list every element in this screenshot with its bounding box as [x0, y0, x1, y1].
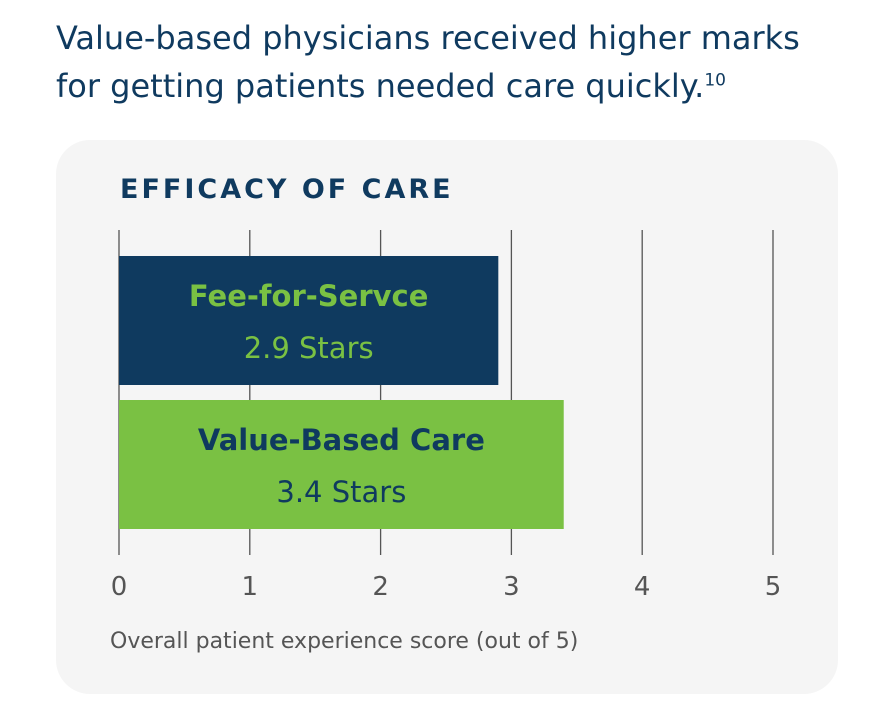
bar-label-0: Fee-for-Servce	[189, 279, 429, 313]
bar-label-1: Value-Based Care	[198, 423, 485, 457]
x-tick-label-2: 2	[372, 572, 389, 602]
x-tick-label-0: 0	[111, 572, 128, 602]
headline-line-1: Value-based physicians received higher m…	[56, 19, 800, 57]
headline-line-2: for getting patients needed care quickly…	[56, 67, 705, 105]
x-tick-label-4: 4	[634, 572, 651, 602]
x-tick-label-3: 3	[503, 572, 520, 602]
x-axis-label: Overall patient experience score (out of…	[110, 629, 578, 654]
footnote-marker: 10	[704, 70, 726, 91]
x-tick-label-5: 5	[765, 572, 782, 602]
bar-0	[119, 256, 499, 385]
bar-value-label-0: 2.9 Stars	[244, 331, 374, 365]
chart-title: EFFICACY OF CARE	[120, 174, 454, 205]
bar-value-label-1: 3.4 Stars	[276, 475, 406, 509]
headline: Value-based physicians received higher m…	[56, 14, 856, 110]
x-tick-label-1: 1	[242, 572, 259, 602]
bar-1	[119, 400, 564, 529]
